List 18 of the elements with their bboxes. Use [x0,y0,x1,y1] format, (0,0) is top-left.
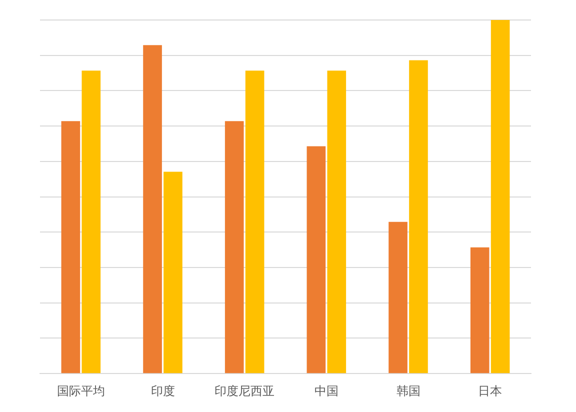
bar [470,247,490,374]
x-tick-label: 印度尼西亚 [214,384,275,398]
x-tick-label: 国际平均 [56,384,105,398]
bar [490,20,510,374]
x-tick-label: 韩国 [396,384,420,398]
bar [224,121,244,374]
bar [164,172,182,374]
bar [61,121,80,374]
x-tick-label: 日本 [478,384,502,398]
bar [306,146,326,374]
x-tick-label: 中国 [314,384,338,398]
bar [409,60,428,374]
bar [245,70,264,374]
bar [82,70,101,374]
bar [327,70,346,374]
x-tick-label: 印度 [150,384,175,398]
bar [143,45,162,374]
bar [388,222,408,374]
